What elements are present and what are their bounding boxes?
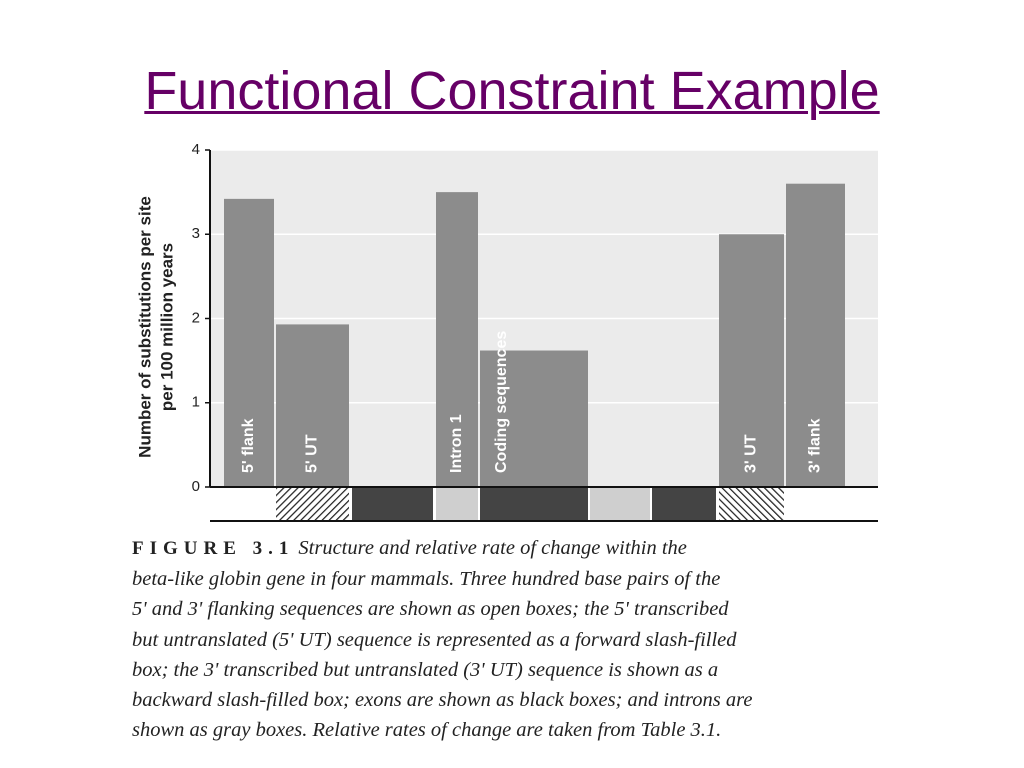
bar-label: 3' flank [807, 418, 824, 473]
bar [224, 198, 274, 488]
bar-label: Intron 1 [448, 414, 465, 473]
caption-line: but untranslated (5' UT) sequence is rep… [132, 628, 737, 651]
bar-label: 5' flank [240, 418, 257, 473]
bar [480, 350, 588, 487]
exon-box [480, 488, 588, 520]
bar [786, 183, 845, 487]
y-tick-label: 0 [192, 478, 200, 495]
caption-line: beta-like globin gene in four mammals. T… [132, 568, 721, 591]
bar-label: 3' UT [743, 434, 760, 473]
caption-line: box; the 3' transcribed but untranslated… [132, 658, 719, 681]
bar [436, 192, 478, 487]
caption-line: 5' and 3' flanking sequences are shown a… [132, 598, 729, 621]
y-tick-label: 4 [192, 141, 200, 158]
bar [276, 324, 349, 487]
slide-title: Functional Constraint Example [144, 61, 880, 121]
exon-box [652, 488, 716, 520]
utr-box [276, 488, 349, 520]
intron-box [436, 488, 478, 520]
y-axis-label: per 100 million years [157, 243, 176, 411]
bar-label: Coding sequences [493, 331, 510, 473]
figure-caption: FIGURE 3.1 Structure and relative rate of… [132, 533, 752, 745]
intron-box [590, 488, 650, 520]
caption-line: shown as gray boxes. Relative rates of c… [132, 719, 722, 742]
bar-label: 5' UT [304, 434, 321, 473]
bar [719, 234, 784, 487]
utr-box [719, 488, 784, 520]
caption-line: Structure and relative rate of change wi… [298, 537, 687, 559]
y-tick-label: 1 [192, 394, 200, 411]
exon-box [352, 488, 433, 520]
y-tick-label: 2 [192, 309, 200, 326]
caption-line: backward slash-filled box; exons are sho… [132, 689, 753, 712]
y-axis-label: Number of substitutions per site [135, 196, 154, 458]
figure-label: FIGURE 3.1 [132, 538, 295, 559]
gene-diagram [276, 488, 784, 520]
y-tick-label: 3 [192, 225, 200, 242]
